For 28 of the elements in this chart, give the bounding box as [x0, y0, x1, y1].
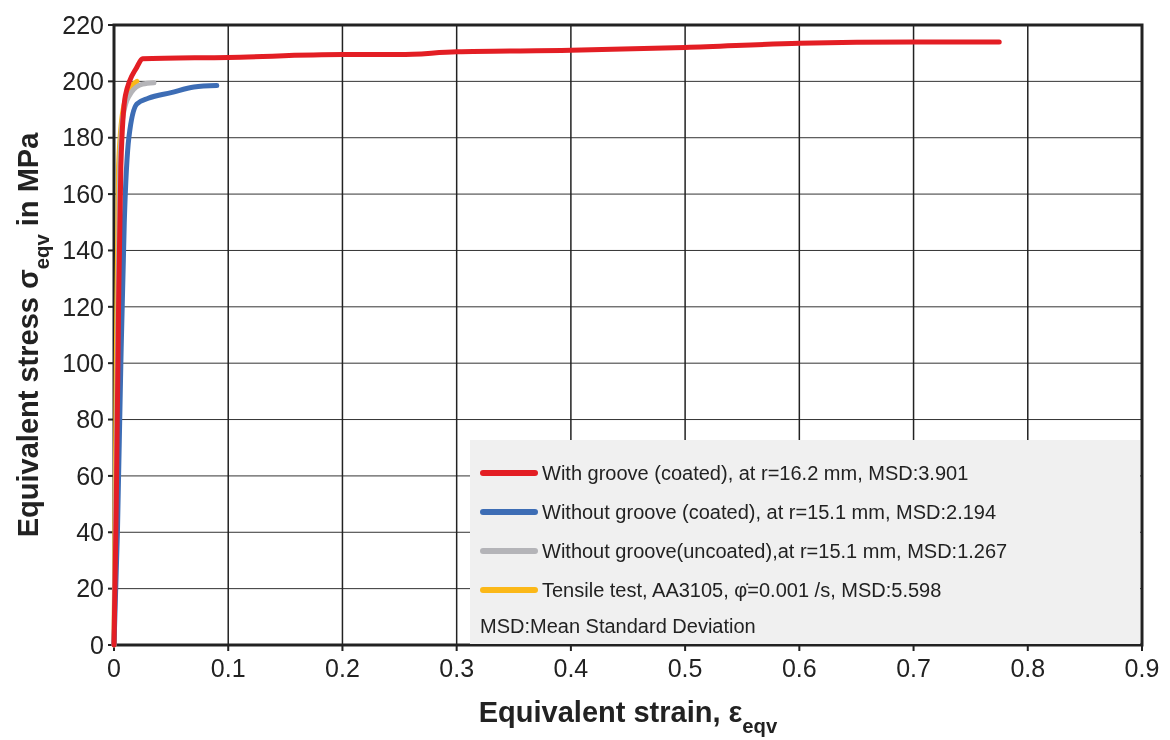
- x-tick-label: 0.1: [210, 654, 246, 682]
- legend-label: Without groove (coated), at r=15.1 mm, MSD:2.194: [542, 501, 997, 523]
- y-tick-label: 0: [90, 630, 104, 659]
- x-tick-label: 0.9: [1124, 654, 1160, 682]
- y-tick-label: 180: [62, 123, 104, 152]
- annotation: MSD:Mean Standard Deviation: [480, 615, 756, 637]
- y-tick-label: 140: [62, 236, 104, 265]
- legend-label: Tensile test, AA3105, φ̇=0.001 /s, MSD:5.598: [542, 579, 942, 601]
- y-tick-label: 120: [62, 292, 104, 321]
- y-tick-label: 200: [62, 67, 104, 96]
- x-axis-title: Equivalent strain, ε$_{eqv}$: [478, 696, 778, 737]
- x-tick-label: 0.4: [553, 654, 589, 682]
- y-tick-label: 80: [76, 405, 104, 434]
- legend-label: Without groove(uncoated),at r=15.1 mm, MSD:1.267: [542, 540, 1008, 562]
- y-tick-label: 40: [76, 518, 104, 547]
- x-tick-label: 0: [107, 654, 121, 682]
- x-tick-label: 0.8: [1010, 654, 1046, 682]
- y-tick-label: 160: [62, 179, 104, 208]
- y-tick-label: 60: [76, 461, 104, 490]
- y-tick-label: 220: [62, 10, 104, 39]
- y-tick-label: 20: [76, 574, 104, 603]
- legend-label: With groove (coated), at r=16.2 mm, MSD:3.901: [542, 462, 969, 484]
- y-tick-label: 100: [62, 348, 104, 377]
- x-tick-label: 0.7: [896, 654, 931, 682]
- x-tick-label: 0.6: [781, 654, 817, 682]
- x-tick-label: 0.2: [325, 654, 360, 682]
- x-tick-label: 0.5: [667, 654, 703, 682]
- x-tick-label: 0.3: [439, 654, 475, 682]
